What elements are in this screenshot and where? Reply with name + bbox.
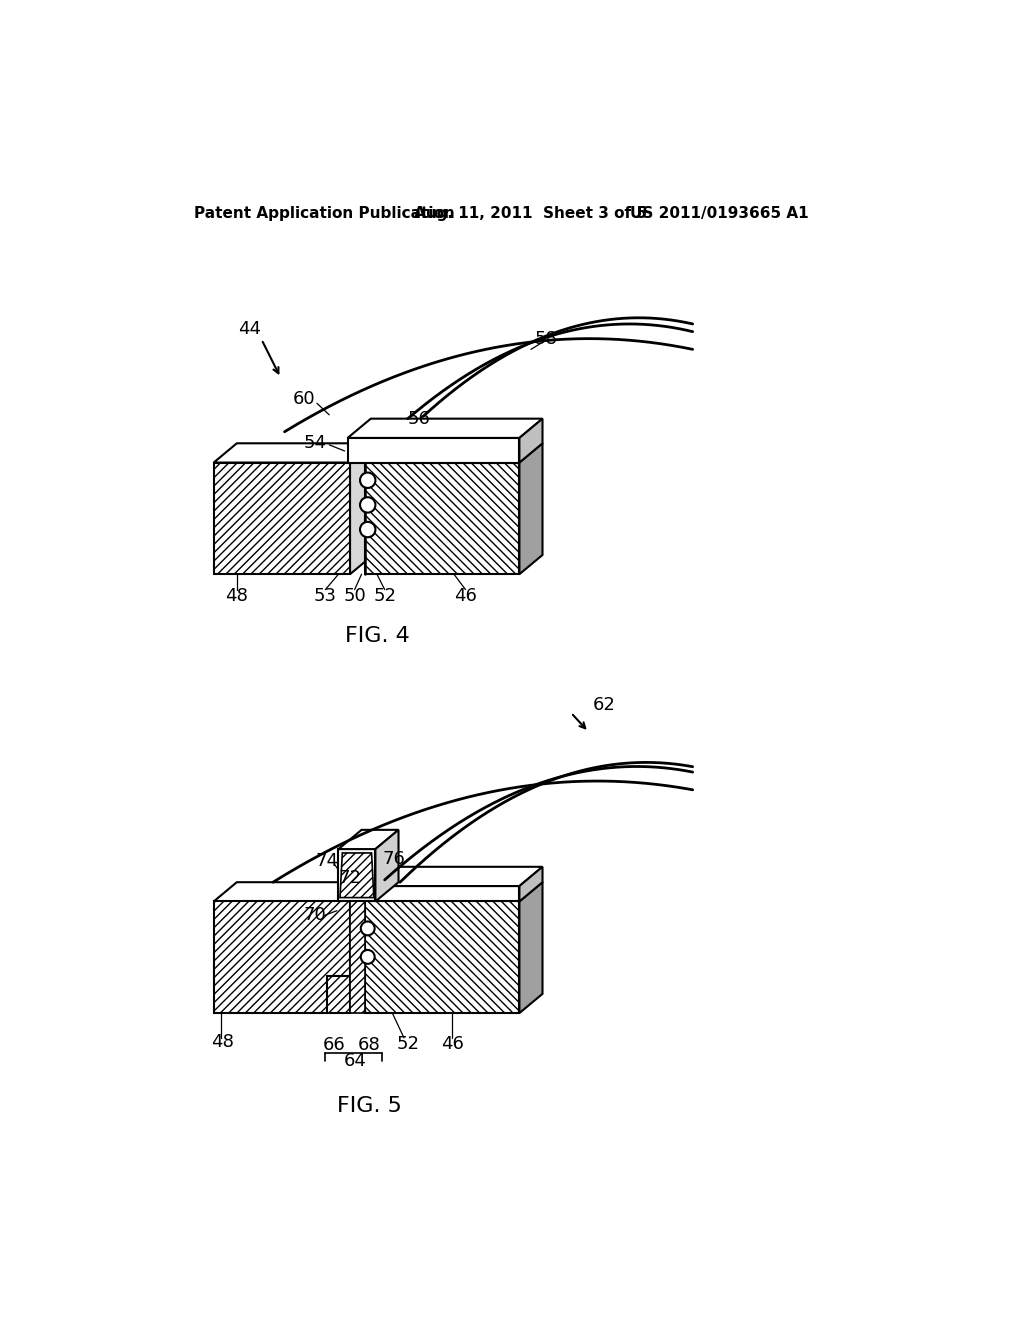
Circle shape	[360, 498, 376, 512]
Polygon shape	[339, 830, 398, 849]
Polygon shape	[519, 867, 543, 902]
Text: 52: 52	[396, 1035, 419, 1053]
Text: 64: 64	[344, 1052, 367, 1069]
Polygon shape	[366, 444, 543, 462]
Polygon shape	[340, 853, 374, 898]
Text: FIG. 5: FIG. 5	[337, 1096, 401, 1115]
Text: 56: 56	[408, 409, 431, 428]
Polygon shape	[519, 882, 543, 1014]
Polygon shape	[350, 902, 366, 1014]
Text: FIG. 4: FIG. 4	[345, 626, 410, 645]
Polygon shape	[214, 444, 373, 462]
Text: 46: 46	[441, 1035, 464, 1053]
Text: 53: 53	[314, 587, 337, 605]
Circle shape	[360, 950, 375, 964]
Polygon shape	[348, 418, 543, 438]
Bar	[214, 902, 350, 1014]
Polygon shape	[366, 882, 543, 902]
Text: 48: 48	[211, 1034, 234, 1051]
Text: 68: 68	[357, 1036, 381, 1055]
Text: 74: 74	[315, 853, 338, 870]
Text: 66: 66	[324, 1036, 346, 1055]
Text: 76: 76	[382, 850, 406, 869]
Bar	[376, 886, 519, 902]
Text: 54: 54	[303, 434, 326, 453]
Polygon shape	[376, 867, 543, 886]
Text: 72: 72	[339, 870, 361, 887]
Bar	[339, 849, 376, 902]
Polygon shape	[519, 418, 543, 462]
Circle shape	[360, 521, 376, 537]
Bar	[214, 462, 350, 574]
Text: 62: 62	[593, 696, 615, 714]
Text: Patent Application Publication: Patent Application Publication	[194, 206, 455, 222]
Text: 50: 50	[343, 587, 366, 605]
Polygon shape	[350, 444, 373, 574]
Bar	[348, 438, 519, 462]
Polygon shape	[350, 882, 373, 1014]
Text: 46: 46	[454, 587, 477, 605]
Polygon shape	[214, 882, 373, 902]
Text: 48: 48	[225, 587, 248, 605]
Text: Aug. 11, 2011  Sheet 3 of 5: Aug. 11, 2011 Sheet 3 of 5	[414, 206, 647, 222]
Text: US 2011/0193665 A1: US 2011/0193665 A1	[630, 206, 808, 222]
Bar	[366, 462, 519, 574]
Circle shape	[360, 473, 376, 488]
Text: 52: 52	[373, 587, 396, 605]
Polygon shape	[376, 830, 398, 902]
Text: 70: 70	[304, 907, 327, 924]
Circle shape	[360, 921, 375, 936]
Text: 58: 58	[535, 330, 558, 348]
Text: 60: 60	[293, 391, 315, 408]
Bar	[366, 902, 519, 1014]
Polygon shape	[519, 444, 543, 574]
Text: 44: 44	[239, 321, 261, 338]
